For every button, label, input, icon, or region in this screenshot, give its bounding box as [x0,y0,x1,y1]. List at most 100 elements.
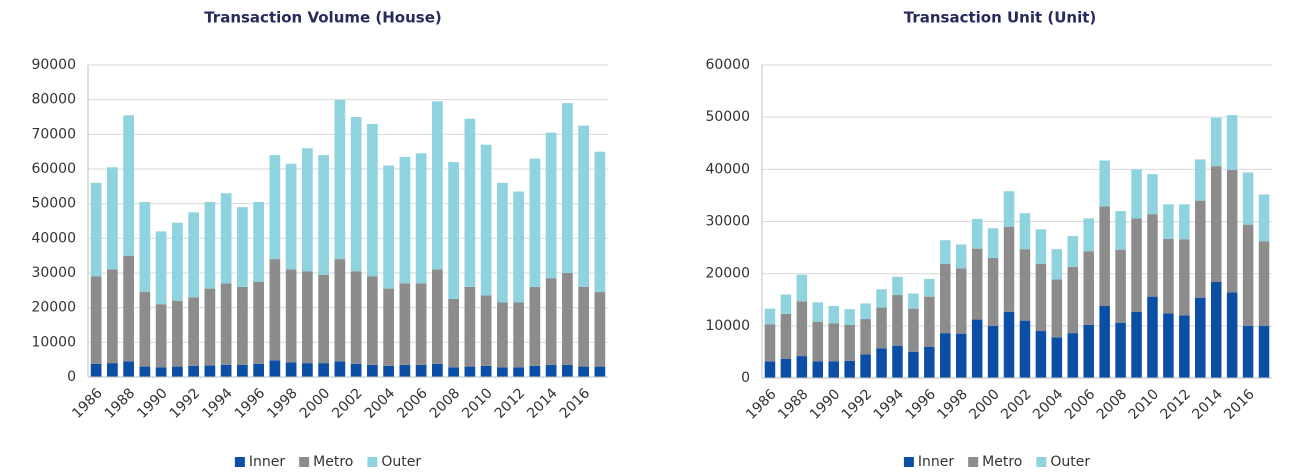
bar-segment [955,333,967,378]
bar-segment [1099,206,1110,307]
y-tick-label: 20000 [31,300,76,316]
bar-segment [1242,224,1254,326]
bar-segment [908,293,919,309]
chart-title: Transaction Volume (House) [204,9,442,27]
y-tick-label: 40000 [705,161,750,177]
bar-segment [432,363,443,377]
bar-segment [1163,204,1174,239]
bar-segment [562,103,573,273]
bar-segment [1115,211,1126,250]
bar-segment [155,231,167,305]
bar-segment [1147,174,1158,215]
legend-label: Metro [982,454,1022,470]
bar-segment [860,354,871,378]
bar-segment [796,356,808,378]
bar-segment [237,286,248,365]
legend-label: Outer [381,454,421,470]
x-tick-label: 2008 [427,385,464,422]
bar-segment [367,123,378,277]
bar-segment [545,132,557,279]
y-tick-label: 90000 [31,57,76,73]
x-tick-label: 1990 [134,385,171,422]
bar-segment [1051,337,1063,378]
bar-segment [188,212,199,298]
bar-segment [415,364,427,377]
legend: Inner Metro Outer [234,454,421,470]
legend-label: Inner [249,454,285,470]
bar-segment [1099,306,1110,378]
bar-segment [987,228,999,259]
bar-segment [480,144,492,296]
bar-segment [1226,169,1238,293]
x-tick-label: 1994 [199,385,236,422]
bar-segment [876,348,887,378]
bar-segment [334,99,346,260]
bar-segment [139,292,151,367]
bar-segment [971,319,983,378]
bar-segment [796,274,808,302]
x-tick-label: 2004 [362,385,399,422]
y-tick-label: 30000 [31,265,76,281]
bar-segment [139,201,151,293]
bar-segment [1003,311,1015,378]
bar-segment [480,365,492,377]
bar-segment [828,306,839,324]
bar-segment [924,346,935,378]
bar-segment [1051,249,1063,280]
bar-segment [285,163,297,270]
bar-segment [892,276,903,296]
bar-segment [155,304,167,368]
bar-segment [1179,315,1190,378]
bar-segment [1003,191,1015,227]
x-tick-label: 1990 [807,386,844,423]
bar-segment [123,361,134,377]
bar-segment [578,125,589,287]
bar-segment [545,278,557,365]
bar-segment [1019,320,1031,378]
bar-segment [1147,296,1158,378]
bar-segment [1035,331,1047,378]
bar-segment [90,182,102,277]
bar-segment [1210,166,1222,283]
legend: Inner Metro Outer [903,454,1090,470]
bar-segment [318,155,329,275]
bar-segment [955,268,967,334]
bar-segment [940,333,951,378]
bar-segment [1035,263,1047,332]
bar-segment [172,222,183,301]
x-tick-label: 1988 [775,386,812,423]
bar-segment [497,302,508,368]
bar-segment [464,366,476,377]
bar-segment [1067,266,1079,334]
bar-segment [1258,194,1270,242]
x-tick-label: 1992 [167,385,204,422]
bar-segment [480,295,492,366]
bar-segment [971,218,983,249]
x-tick-label: 1986 [69,385,106,422]
bar-segment [415,153,427,284]
x-tick-label: 2002 [998,386,1035,423]
bar-segment [529,158,541,287]
bar-segment [107,167,118,270]
bar-segment [1195,200,1206,298]
bar-segment [237,207,248,287]
bar-segment [1067,236,1079,267]
bar-segment [513,191,524,303]
legend-swatch [903,457,914,467]
x-tick-label: 1992 [839,386,876,423]
bar-segment [383,365,394,377]
bar-segment [562,364,573,377]
bar-segment [940,263,951,334]
bar-segment [399,364,411,377]
bar-segment [253,281,264,364]
bar-segment [302,271,313,364]
bar-segment [269,360,281,377]
bar-segment [545,364,557,377]
bar-segment [172,300,183,367]
legend-swatch [234,457,245,467]
y-tick-label: 0 [741,370,750,386]
bar-segment [220,364,232,377]
bar-segment [318,274,329,364]
bar-segment [172,366,183,377]
bar-segment [924,296,935,347]
